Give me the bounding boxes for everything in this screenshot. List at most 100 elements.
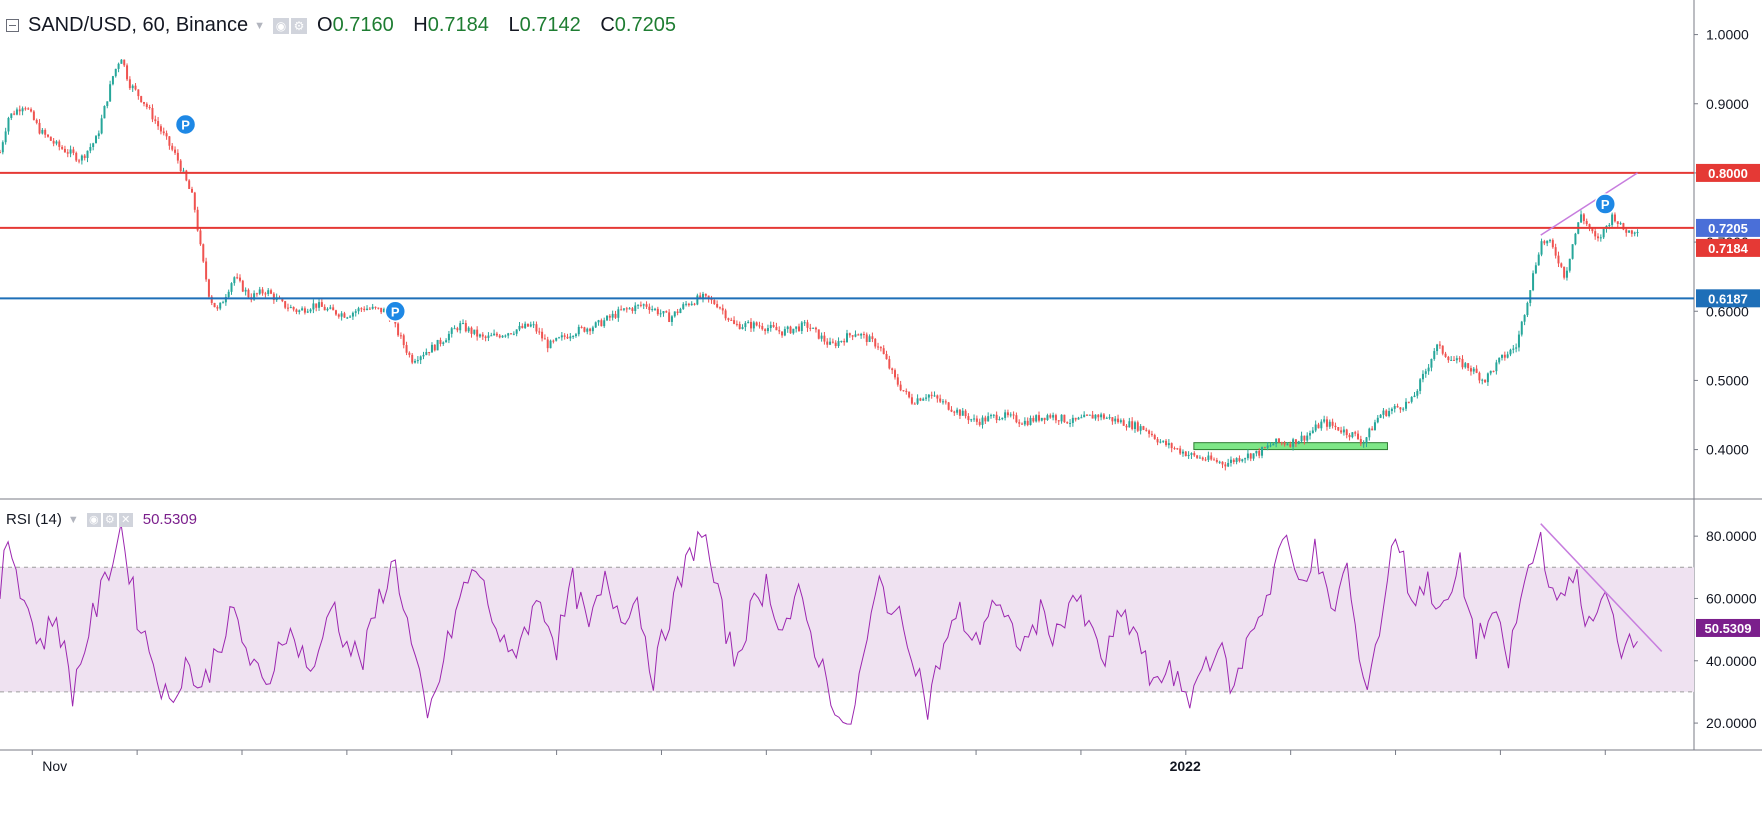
candle-body [944, 401, 947, 403]
candle-body [92, 143, 95, 147]
candles [0, 59, 1639, 471]
candle-body [535, 324, 538, 332]
candle-body [888, 359, 891, 369]
candle-body [154, 119, 157, 122]
candle-body [188, 180, 191, 189]
candle-body [18, 109, 21, 112]
candle-body [343, 313, 346, 318]
candle-body [436, 339, 439, 351]
candle-body [526, 323, 529, 327]
candle-body [1102, 414, 1105, 419]
visibility-icon[interactable]: ◉ [86, 512, 101, 527]
candle-body [80, 155, 83, 161]
candle-body [1300, 435, 1303, 442]
ohlc-values: O0.7160 H0.7184 L0.7142 C0.7205 [317, 14, 690, 37]
candle-body [764, 329, 767, 332]
candle-body [1461, 358, 1464, 368]
candle-body [645, 304, 648, 307]
candle-body [927, 394, 930, 398]
candle-body [1246, 453, 1249, 459]
rsi-tick-label: 40.0000 [1706, 653, 1757, 669]
candle-body [1131, 421, 1134, 430]
candle-body [1453, 359, 1456, 361]
candle-body [1232, 459, 1235, 463]
candle-body [891, 368, 894, 371]
candle-body [1633, 232, 1636, 234]
candle-body [498, 335, 501, 338]
candle-body [351, 312, 354, 317]
candle-body [337, 314, 340, 317]
level-badge: 0.6187 [1708, 291, 1748, 306]
collapse-icon[interactable] [6, 19, 19, 32]
candle-body [1035, 415, 1038, 422]
candle-body [778, 330, 781, 332]
candle-body [910, 397, 913, 404]
level-badge-bg [1696, 289, 1760, 308]
candle-body [744, 323, 747, 328]
candle-body [699, 295, 702, 299]
candle-body [207, 279, 210, 297]
candle-body [572, 336, 575, 338]
candle-body [428, 351, 431, 353]
candle-body [922, 398, 925, 401]
candle-body [555, 337, 558, 341]
candle-body [925, 397, 928, 399]
candle-body [464, 323, 467, 332]
candle-body [851, 335, 854, 337]
candle-body [86, 150, 89, 158]
candle-body [1407, 401, 1410, 403]
candle-body [814, 327, 817, 330]
candle-body [1325, 419, 1328, 427]
settings-icon[interactable]: ⚙ [102, 512, 117, 527]
candle-body [0, 152, 1, 154]
candle-body [213, 302, 216, 308]
candle-body [13, 113, 16, 115]
visibility-icon[interactable]: ◉ [273, 17, 289, 34]
candle-body [597, 320, 600, 323]
candle-body [159, 126, 162, 132]
candle-body [902, 390, 905, 392]
candle-body [970, 419, 973, 421]
candle-body [854, 334, 857, 337]
close-icon[interactable]: ✕ [118, 512, 133, 527]
candle-body [738, 324, 741, 330]
candle-body [1184, 451, 1187, 457]
candle-body [538, 331, 541, 333]
candle-body [1495, 362, 1498, 372]
candle-body [1117, 418, 1120, 423]
candle-body [1616, 221, 1619, 224]
candle-body [1534, 265, 1537, 274]
candle-body [941, 401, 944, 403]
candle-body [374, 306, 377, 308]
candle-body [685, 303, 688, 305]
candle-body [1145, 429, 1148, 431]
candle-body [1345, 429, 1348, 436]
candle-body [109, 84, 112, 102]
candle-body [1043, 417, 1046, 420]
candle-body [32, 111, 35, 120]
candle-body [586, 328, 589, 332]
candle-body [614, 313, 617, 318]
chevron-down-icon[interactable]: ▼ [254, 19, 265, 32]
candle-body [1289, 444, 1292, 447]
candle-body [984, 417, 987, 422]
candle-body [363, 308, 366, 310]
candle-body [1190, 453, 1193, 455]
candle-body [1193, 453, 1196, 456]
candle-body [639, 304, 642, 306]
candle-body [628, 308, 631, 310]
candle-body [1309, 433, 1312, 436]
candle-body [286, 307, 289, 309]
candle-body [490, 335, 493, 337]
candle-body [416, 360, 419, 362]
candle-body [1255, 450, 1258, 454]
settings-icon[interactable]: ⚙ [291, 17, 307, 34]
chevron-down-icon[interactable]: ▼ [67, 513, 79, 526]
candle-body [761, 326, 764, 330]
candle-body [323, 306, 326, 311]
candle-body [1498, 357, 1501, 363]
candle-body [216, 307, 219, 309]
candle-body [326, 308, 329, 311]
